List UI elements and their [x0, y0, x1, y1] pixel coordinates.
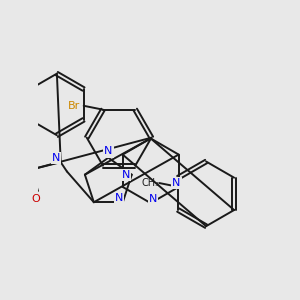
Text: N: N — [149, 194, 157, 204]
Text: N: N — [122, 170, 130, 180]
Text: O: O — [32, 194, 40, 204]
Text: N: N — [104, 146, 112, 157]
Text: CH₃: CH₃ — [141, 178, 159, 188]
Text: Br: Br — [68, 101, 80, 111]
Text: N: N — [172, 178, 181, 188]
Text: N: N — [115, 194, 123, 203]
Text: N: N — [52, 153, 60, 163]
